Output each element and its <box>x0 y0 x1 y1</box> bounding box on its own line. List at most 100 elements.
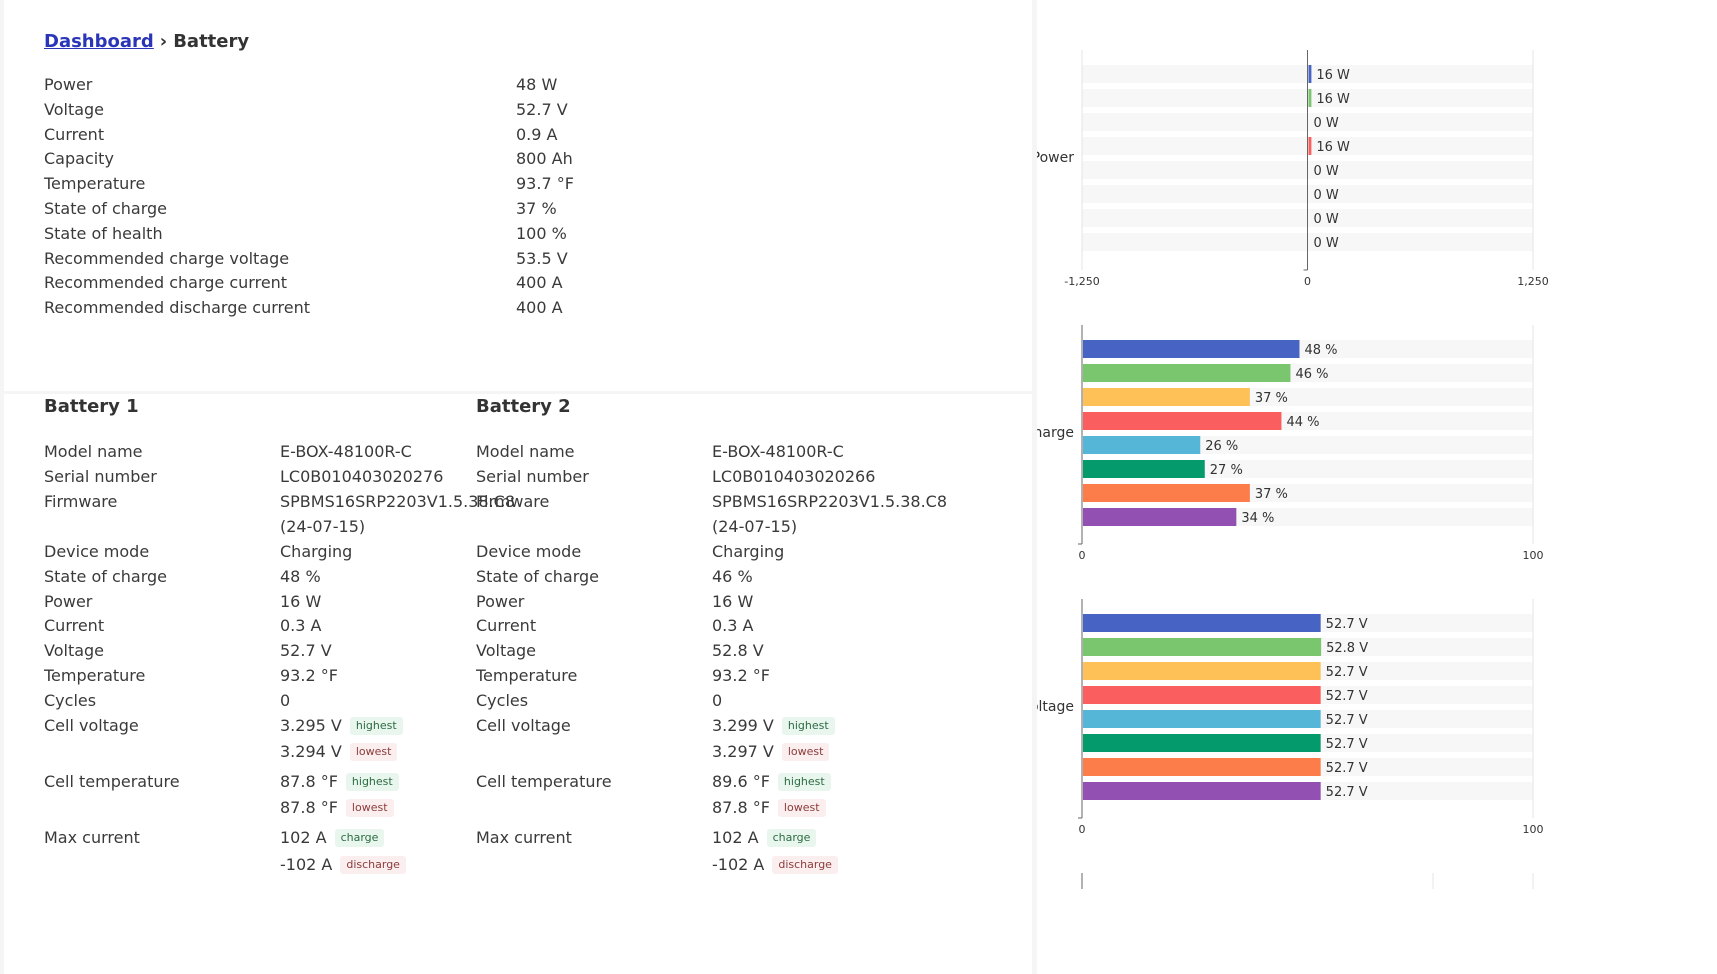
battery-field-label: Max current <box>476 828 572 847</box>
chart-bar <box>1083 436 1201 454</box>
battery-field-value-text: 93.2 °F <box>280 666 338 685</box>
battery-field-label: Temperature <box>44 666 146 685</box>
chart-bar <box>1083 412 1282 430</box>
chart-data-label: 16 W <box>1316 92 1350 107</box>
chart-bar <box>1083 484 1250 502</box>
battery-field-label: Serial number <box>476 467 589 486</box>
chart-data-label: 16 W <box>1316 140 1350 155</box>
battery-row: -102 A discharge <box>44 851 514 878</box>
summary-value: 93.7 °F <box>516 174 574 194</box>
breadcrumb-dashboard-link[interactable]: Dashboard <box>44 31 154 52</box>
chart-data-label: 27 % <box>1210 463 1243 478</box>
summary-value: 48 W <box>516 75 558 94</box>
chart-data-label: 37 % <box>1255 391 1288 406</box>
battery-field-value-text: 3.297 V <box>712 742 774 761</box>
battery-field-value: LC0B010403020276 <box>280 463 443 490</box>
battery-field-value: 52.7 V <box>280 637 332 664</box>
battery-field-value-text: Charging <box>280 542 353 561</box>
chart-bar <box>1083 662 1321 680</box>
chart-data-label: 52.7 V <box>1326 689 1368 704</box>
battery-row: Serial number LC0B010403020276 <box>44 463 514 490</box>
summary-row: Capacity 800 Ah <box>44 145 944 172</box>
highest-badge: highest <box>781 717 835 735</box>
battery-field-label: Max current <box>44 828 140 847</box>
discharge-badge: discharge <box>340 856 406 874</box>
battery-row: Cycles 0 <box>476 687 946 714</box>
chart-data-label: 52.8 V <box>1326 641 1368 656</box>
chart-data-label: 52.7 V <box>1326 617 1368 632</box>
battery-field-label: Device mode <box>44 542 150 561</box>
battery-field-value: 0.3 A <box>712 612 753 639</box>
battery-field-label: State of charge <box>476 567 599 586</box>
chart-tick-label: 0 <box>1304 275 1311 288</box>
chart-data-label: 52.7 V <box>1326 785 1368 800</box>
battery-field-value-text: E-BOX-48100R-C <box>712 442 844 461</box>
chart-tick-label: 100 <box>1523 823 1544 836</box>
battery-row: Firmware SPBMS16SRP2203V1.5.38.C8 <box>44 488 515 515</box>
left-column: Dashboard › Battery Power 48 W Voltage 52.7 V… <box>4 0 1032 974</box>
summary-label: Current <box>44 124 105 144</box>
battery-field-label: Current <box>476 616 537 635</box>
chart-bar <box>1083 638 1322 656</box>
battery-field-value: 52.8 V <box>712 637 764 664</box>
chart-bar <box>1083 734 1321 752</box>
battery-field-value-text: 0.3 A <box>280 616 322 635</box>
highest-badge: highest <box>345 773 399 791</box>
chart-bar <box>1083 340 1300 358</box>
chart-bar <box>1083 508 1237 526</box>
lowest-badge: lowest <box>345 799 394 817</box>
chart-category-label: State of charge <box>1037 425 1074 441</box>
battery-field-value-text: (24-07-15) <box>280 517 366 536</box>
chart-data-label: 0 W <box>1314 236 1339 251</box>
battery-row: Cycles 0 <box>44 687 514 714</box>
battery-row: -102 A discharge <box>476 851 946 878</box>
battery-field-label: Cell voltage <box>44 716 139 735</box>
battery-row: Temperature 93.2 °F <box>44 662 514 689</box>
battery-field-value-text: 87.8 °F <box>280 772 338 791</box>
battery-field-label: Cell voltage <box>476 716 571 735</box>
battery-field-value-text: Charging <box>712 542 785 561</box>
chart-bar <box>1083 758 1321 776</box>
battery-field-value-text: 87.8 °F <box>280 798 338 817</box>
lowest-badge: lowest <box>777 799 826 817</box>
chart-tick-label: 1,250 <box>1517 275 1549 288</box>
chart-data-label: 26 % <box>1205 439 1238 454</box>
battery-row: Voltage 52.8 V <box>476 637 946 664</box>
battery-field-label: Device mode <box>476 542 582 561</box>
battery-field-label: Temperature <box>476 666 578 685</box>
battery-field-value: 102 A charge <box>280 824 385 851</box>
battery-field-value: (24-07-15) <box>712 513 797 540</box>
battery-row: 3.297 V lowest <box>476 738 946 765</box>
battery-field-value-text: 87.8 °F <box>712 798 770 817</box>
battery-field-value: 3.294 V lowest <box>280 738 398 765</box>
battery-row: Power 16 W <box>44 588 514 615</box>
battery-field-value: LC0B010403020266 <box>712 463 875 490</box>
chart-bar <box>1083 460 1205 478</box>
battery-field-label: Cycles <box>476 691 529 710</box>
battery-field-value-text: 52.8 V <box>712 641 764 660</box>
summary-value: 400 A <box>516 298 563 318</box>
chart-bar <box>1083 710 1321 728</box>
chart-data-label: 0 W <box>1314 188 1339 203</box>
battery-field-value: SPBMS16SRP2203V1.5.38.C8 <box>280 488 515 515</box>
battery-field-value-text: SPBMS16SRP2203V1.5.38.C8 <box>280 492 516 511</box>
summary-row: Power 48 W <box>44 71 944 98</box>
battery-field-value-text: 48 % <box>280 567 321 586</box>
summary-value: 800 Ah <box>516 149 573 169</box>
highest-badge: highest <box>349 717 403 735</box>
battery-field-label: State of charge <box>44 567 167 586</box>
chart-data-label: 37 % <box>1255 487 1288 502</box>
chart-data-label: 52.7 V <box>1326 761 1368 776</box>
battery-field-value: 87.8 °F lowest <box>280 794 394 821</box>
battery-field-value: 0 <box>712 687 722 714</box>
battery-field-value-text: 102 A <box>280 828 327 847</box>
summary-row: Recommended charge current 400 A <box>44 269 944 296</box>
summary-row: State of health 100 % <box>44 220 944 247</box>
battery-field-label: Firmware <box>476 492 550 511</box>
battery-field-value-text: -102 A <box>280 855 333 874</box>
summary-row: State of charge 37 % <box>44 195 944 222</box>
battery-field-value: SPBMS16SRP2203V1.5.38.C8 <box>712 488 947 515</box>
charge-badge: charge <box>334 829 385 847</box>
summary-label: Temperature <box>44 174 146 194</box>
chart-bar <box>1083 388 1250 406</box>
